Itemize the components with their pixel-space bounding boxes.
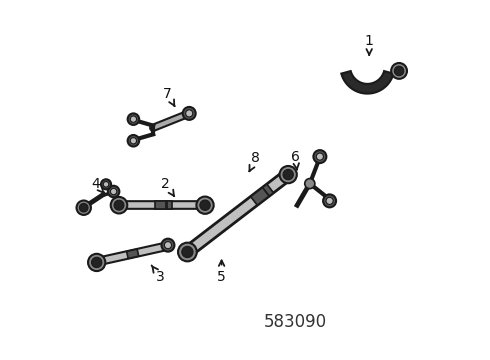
Text: 6: 6 (291, 150, 300, 170)
Circle shape (162, 239, 174, 252)
Circle shape (103, 181, 109, 187)
Text: 583090: 583090 (264, 313, 327, 331)
Circle shape (88, 254, 105, 271)
Circle shape (317, 153, 323, 160)
Circle shape (165, 242, 172, 249)
Text: 5: 5 (217, 260, 226, 284)
Circle shape (130, 116, 137, 122)
Circle shape (92, 257, 102, 267)
Text: 4: 4 (91, 177, 104, 194)
Polygon shape (251, 188, 270, 205)
Circle shape (111, 197, 127, 213)
Circle shape (314, 150, 326, 163)
Circle shape (394, 66, 404, 76)
Text: 2: 2 (161, 177, 174, 196)
Circle shape (178, 243, 197, 261)
Circle shape (323, 194, 336, 207)
Polygon shape (167, 201, 172, 209)
Text: 3: 3 (151, 265, 165, 284)
Text: 1: 1 (365, 35, 374, 55)
Circle shape (127, 135, 139, 147)
Text: 8: 8 (249, 152, 260, 171)
Circle shape (186, 110, 193, 117)
Circle shape (108, 186, 120, 197)
Polygon shape (155, 201, 166, 209)
Circle shape (110, 188, 117, 195)
Circle shape (280, 166, 297, 183)
Polygon shape (342, 71, 393, 94)
Circle shape (196, 197, 214, 214)
Circle shape (200, 200, 210, 210)
Polygon shape (263, 184, 273, 196)
Circle shape (183, 107, 196, 120)
Circle shape (283, 170, 294, 180)
Text: 7: 7 (163, 87, 174, 106)
Circle shape (391, 63, 407, 79)
Circle shape (76, 201, 91, 215)
Circle shape (305, 179, 315, 189)
Circle shape (182, 246, 193, 258)
Circle shape (127, 113, 139, 125)
Circle shape (114, 200, 124, 210)
Circle shape (326, 197, 333, 204)
Circle shape (79, 203, 88, 212)
Polygon shape (126, 249, 139, 258)
Circle shape (101, 179, 111, 189)
Circle shape (130, 138, 137, 144)
